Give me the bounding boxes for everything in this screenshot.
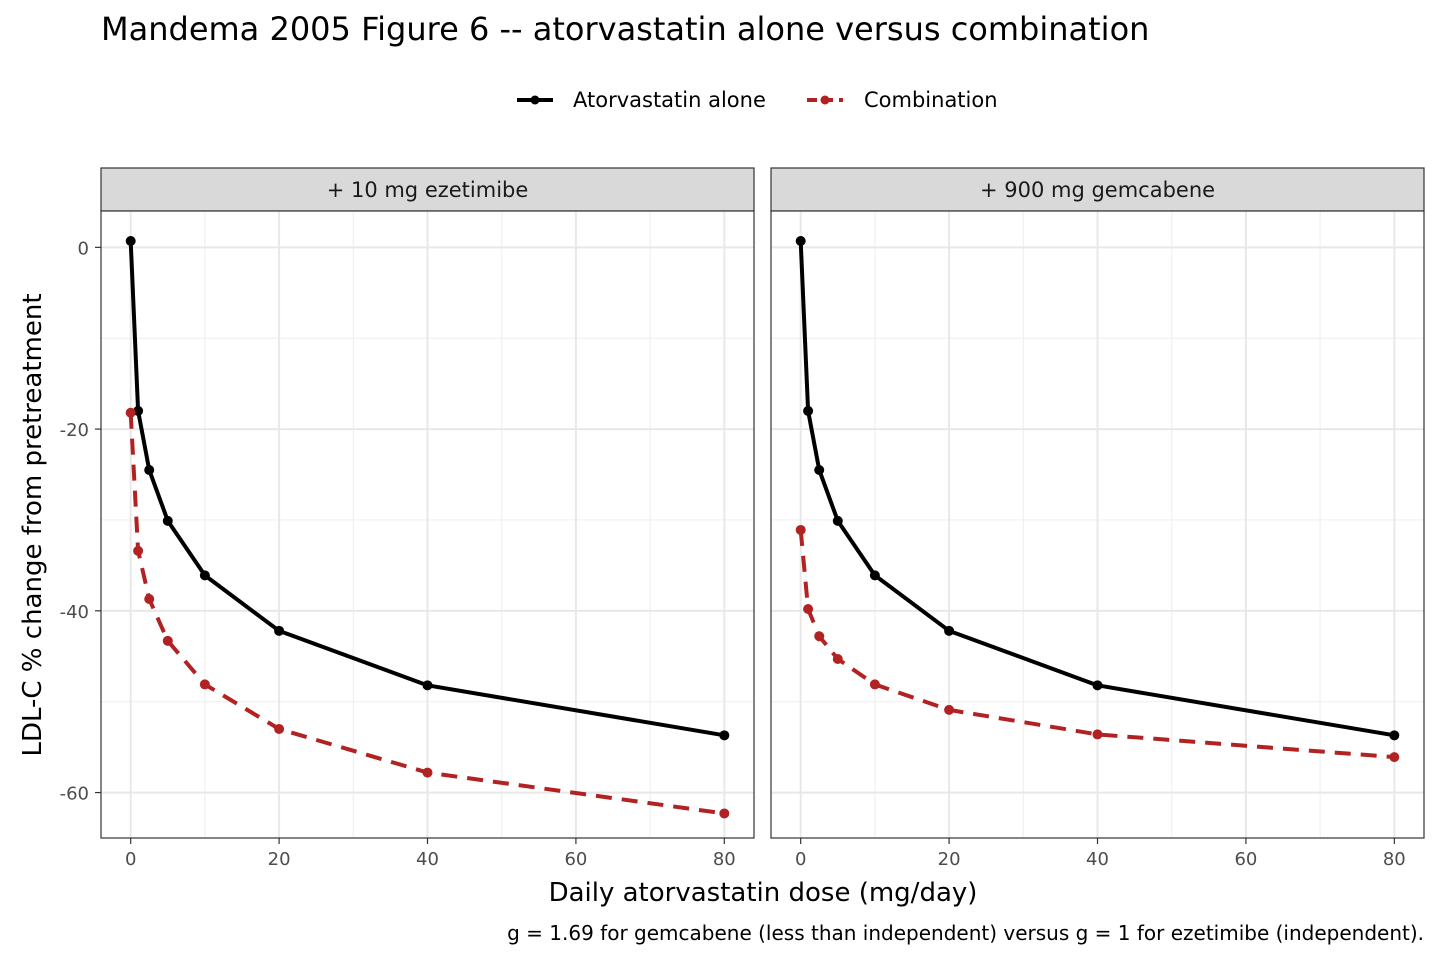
y-tick-label: 0 bbox=[78, 238, 89, 259]
series-line bbox=[128, 412, 725, 816]
data-point bbox=[1092, 729, 1103, 740]
data-point bbox=[1092, 680, 1103, 691]
data-point bbox=[795, 524, 806, 535]
data-point bbox=[869, 570, 880, 581]
y-tick-label: -20 bbox=[60, 420, 89, 441]
y-tick-label: -60 bbox=[60, 784, 89, 805]
facet-strip bbox=[100, 167, 755, 212]
data-point bbox=[162, 635, 173, 646]
data-point bbox=[803, 405, 814, 416]
data-point bbox=[422, 767, 433, 778]
y-tick-label: -40 bbox=[60, 602, 89, 623]
facet-strip-label: + 10 mg ezetimibe bbox=[327, 178, 529, 202]
data-point bbox=[803, 604, 814, 615]
data-point bbox=[144, 594, 155, 605]
legend: Atorvastatin alone Combination bbox=[517, 88, 998, 112]
x-tick-label: 80 bbox=[713, 849, 736, 870]
x-tick-label: 40 bbox=[1086, 849, 1109, 870]
data-point bbox=[274, 723, 285, 734]
data-point bbox=[944, 625, 955, 636]
data-point bbox=[133, 545, 144, 556]
data-point bbox=[422, 680, 433, 691]
x-tick-label: 80 bbox=[1383, 849, 1406, 870]
data-point bbox=[832, 515, 843, 526]
facet-panel: + 900 mg gemcabene 0 20 40 60 80 bbox=[770, 167, 1425, 870]
facet-panels: + 10 mg ezetimibe 0 20 40 60 80 0 -20 -40 -60 + 90… bbox=[60, 167, 1425, 870]
data-point bbox=[719, 730, 730, 741]
series-line bbox=[798, 240, 1395, 738]
legend-item: Combination bbox=[807, 88, 998, 112]
facet-strip-label: + 900 mg gemcabene bbox=[980, 178, 1215, 202]
x-tick-label: 60 bbox=[1234, 849, 1257, 870]
x-tick-label: 0 bbox=[795, 849, 806, 870]
x-tick-label: 0 bbox=[125, 849, 136, 870]
legend-key-point bbox=[530, 95, 540, 105]
data-point bbox=[1389, 752, 1400, 763]
facet-panel: + 10 mg ezetimibe 0 20 40 60 80 0 -20 -40 -60 bbox=[60, 167, 755, 870]
data-point bbox=[869, 679, 880, 690]
x-tick-label: 20 bbox=[938, 849, 961, 870]
data-point bbox=[814, 631, 825, 642]
x-tick-label: 40 bbox=[416, 849, 439, 870]
x-tick-label: 20 bbox=[268, 849, 291, 870]
series-line bbox=[128, 240, 725, 738]
data-point bbox=[274, 625, 285, 636]
legend-label: Atorvastatin alone bbox=[573, 88, 766, 112]
data-point bbox=[199, 570, 210, 581]
facet-strip bbox=[770, 167, 1425, 212]
data-point bbox=[719, 808, 730, 819]
chart-title: Mandema 2005 Figure 6 -- atorvastatin al… bbox=[101, 10, 1149, 48]
legend-item: Atorvastatin alone bbox=[517, 88, 766, 112]
legend-key-point bbox=[820, 95, 830, 105]
legend-label: Combination bbox=[864, 88, 998, 112]
data-point bbox=[199, 679, 210, 690]
data-point bbox=[1389, 730, 1400, 741]
x-axis-title: Daily atorvastatin dose (mg/day) bbox=[549, 878, 978, 908]
data-point bbox=[814, 464, 825, 475]
y-axis-title: LDL-C % change from pretreatment bbox=[18, 293, 48, 756]
chart-caption: g = 1.69 for gemcabene (less than indepe… bbox=[507, 921, 1424, 945]
data-point bbox=[125, 407, 136, 418]
data-point bbox=[144, 464, 155, 475]
x-tick-label: 60 bbox=[564, 849, 587, 870]
data-point bbox=[162, 515, 173, 526]
data-point bbox=[832, 653, 843, 664]
data-point bbox=[125, 235, 136, 246]
data-point bbox=[944, 704, 955, 715]
data-point bbox=[795, 235, 806, 246]
